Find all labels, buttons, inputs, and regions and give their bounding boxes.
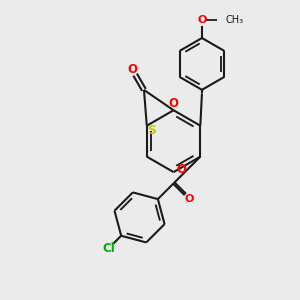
Text: O: O [127, 62, 137, 76]
Text: O: O [185, 194, 194, 204]
Text: O: O [169, 97, 178, 110]
Text: CH₃: CH₃ [226, 15, 244, 25]
Text: S: S [148, 124, 157, 136]
Text: O: O [177, 163, 187, 176]
Text: O: O [197, 15, 207, 25]
Text: Cl: Cl [102, 242, 115, 255]
